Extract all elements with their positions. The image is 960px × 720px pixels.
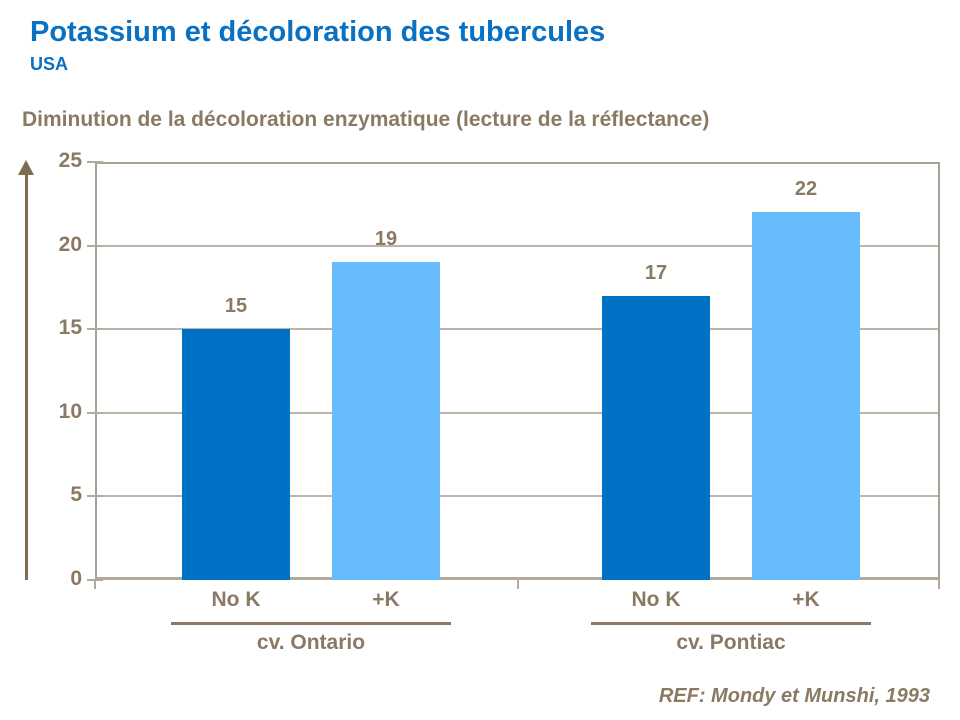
category-label: +K [792, 588, 820, 611]
bar-value-label: 19 [374, 228, 398, 250]
category-label: No K [631, 588, 681, 611]
page-subtitle: USA [30, 54, 69, 74]
bar-value-label: 17 [644, 262, 668, 284]
y-axis-tick [87, 161, 103, 163]
group-underline [171, 622, 451, 625]
group-underline [591, 622, 871, 625]
y-axis-tick-label: 0 [70, 567, 82, 590]
x-axis-tick [516, 580, 519, 589]
y-axis-tick-label: 10 [58, 399, 82, 423]
plot-area [95, 162, 940, 580]
bar [182, 329, 290, 580]
gridline [97, 495, 938, 498]
y-axis-tick [87, 495, 103, 498]
gridline [97, 328, 938, 331]
category-label: No K [211, 588, 261, 611]
y-axis-arrow-icon [18, 160, 34, 175]
gridline [97, 411, 938, 414]
page-title: Potassium et décoloration des tubercules [30, 16, 606, 48]
chart-heading: Diminution de la décoloration enzymatiqu… [22, 108, 710, 131]
y-axis-tick [87, 328, 103, 331]
group-label: cv. Pontiac [676, 631, 786, 654]
category-label: +K [372, 588, 400, 611]
bar [332, 262, 440, 580]
y-axis-tick [87, 244, 103, 247]
y-axis-tick-label: 5 [70, 483, 82, 507]
gridline [97, 244, 938, 247]
y-axis-arrow-shaft [25, 174, 28, 580]
bar [752, 212, 860, 580]
bar-value-label: 22 [794, 178, 818, 200]
y-axis-tick [87, 411, 103, 414]
x-axis-tick [94, 580, 96, 589]
bar-value-label: 15 [224, 295, 248, 317]
group-label: cv. Ontario [256, 631, 366, 654]
y-axis-tick-label: 20 [58, 232, 82, 256]
reference-text: REF: Mondy et Munshi, 1993 [658, 685, 930, 707]
x-axis-tick [938, 580, 940, 589]
y-axis-tick-label: 25 [58, 149, 82, 172]
y-axis-tick-label: 15 [58, 316, 82, 340]
bar [602, 296, 710, 580]
